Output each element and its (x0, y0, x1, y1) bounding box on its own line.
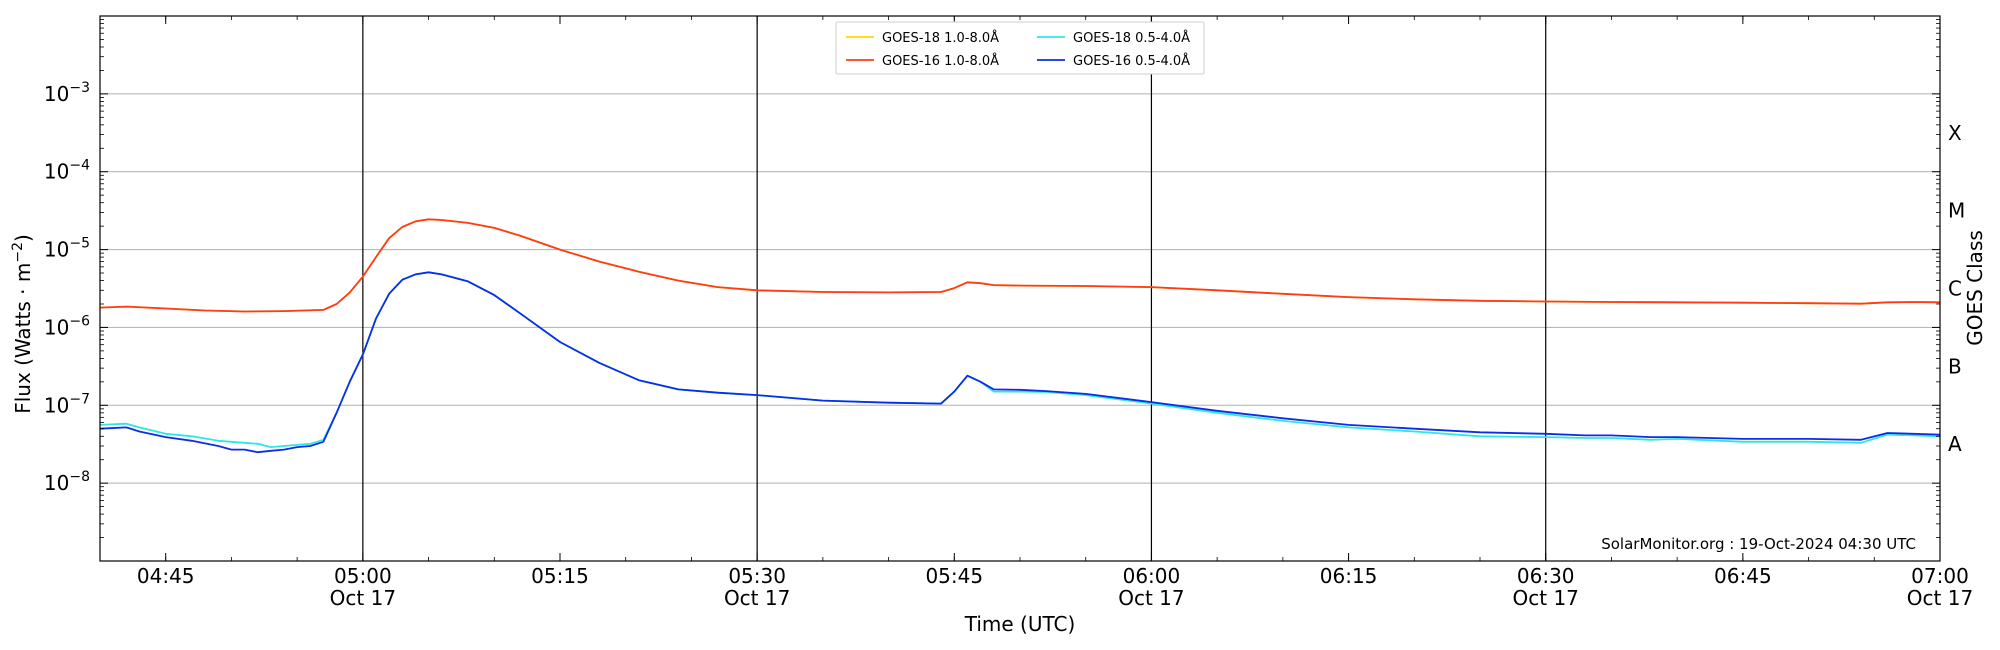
y-tick-base: 10 (44, 393, 69, 417)
x-tick-label: 06:00 (1123, 564, 1181, 588)
x-tick-date: Oct 17 (1513, 586, 1579, 610)
x-tick-date: Oct 17 (724, 586, 790, 610)
goes-class-labels: A B C M X (1948, 121, 1965, 456)
series-line-0 (99, 218, 1941, 313)
goes-class-c: C (1948, 277, 1962, 301)
y-tick-label: 10−4 (44, 158, 90, 184)
y-tick-label: 10−7 (44, 391, 90, 417)
y-tick-exponent: −5 (69, 236, 90, 252)
series-line-3 (99, 271, 1941, 454)
x-axis-title: Time (UTC) (964, 612, 1076, 636)
x-tick-label: 05:15 (531, 564, 589, 588)
y-tick-label: 10−6 (44, 313, 90, 339)
x-tick-label: 06:45 (1714, 564, 1772, 588)
y-tick-exponent: −7 (69, 391, 90, 407)
y-tick-base: 10 (44, 238, 69, 262)
goes-class-a: A (1948, 432, 1962, 456)
x-tick-label: 05:30 (728, 564, 786, 588)
credit-text: SolarMonitor.org : 19-Oct-2024 04:30 UTC (1601, 535, 1916, 553)
y-tick-label: 10−5 (44, 236, 90, 262)
x-tick-label: 06:30 (1517, 564, 1575, 588)
y-tick-base: 10 (44, 315, 69, 339)
series-line-1 (99, 218, 1941, 313)
x-tick-label: 05:45 (925, 564, 983, 588)
data-series (99, 218, 1941, 454)
legend-label: GOES-16 1.0-8.0Å (882, 53, 999, 69)
y-tick-base: 10 (44, 471, 69, 495)
x-tick-date: Oct 17 (330, 586, 396, 610)
legend-label: GOES-18 1.0-8.0Å (882, 30, 999, 46)
legend-label: GOES-18 0.5-4.0Å (1073, 30, 1190, 46)
y-tick-exponent: −3 (69, 80, 90, 96)
x-tick-label: 06:15 (1320, 564, 1378, 588)
y-tick-exponent: −6 (69, 313, 90, 329)
goes-class-b: B (1948, 354, 1962, 378)
y-tick-base: 10 (44, 82, 69, 106)
goes-class-m: M (1948, 199, 1965, 223)
y-axis-title: Flux (Watts · m−2) (10, 234, 35, 414)
goes-class-axis-title: GOES Class (1963, 230, 1987, 346)
y-tick-exponent: −8 (69, 469, 90, 485)
x-tick-label: 07:00 (1911, 564, 1969, 588)
legend-box (835, 21, 1205, 75)
x-tick-label: 04:45 (137, 564, 195, 588)
y-axis-ticks: 10−810−710−610−510−410−3 (44, 19, 1940, 538)
y-tick-label: 10−3 (44, 80, 90, 106)
day-marker-lines (362, 16, 1547, 561)
grid-lines (100, 93, 1940, 484)
x-tick-date: Oct 17 (1907, 586, 1973, 610)
y-tick-base: 10 (44, 160, 69, 184)
legend-label: GOES-16 0.5-4.0Å (1073, 53, 1190, 69)
y-tick-exponent: −4 (69, 158, 90, 174)
x-tick-label: 05:00 (334, 564, 392, 588)
goes-class-x: X (1948, 121, 1962, 145)
series-line-2 (99, 271, 1941, 449)
chart-legend: GOES-18 1.0-8.0Å GOES-18 0.5-4.0Å GOES-16 … (835, 21, 1205, 75)
plot-frame (99, 15, 1941, 562)
y-tick-label: 10−8 (44, 469, 90, 495)
x-tick-date: Oct 17 (1118, 586, 1184, 610)
